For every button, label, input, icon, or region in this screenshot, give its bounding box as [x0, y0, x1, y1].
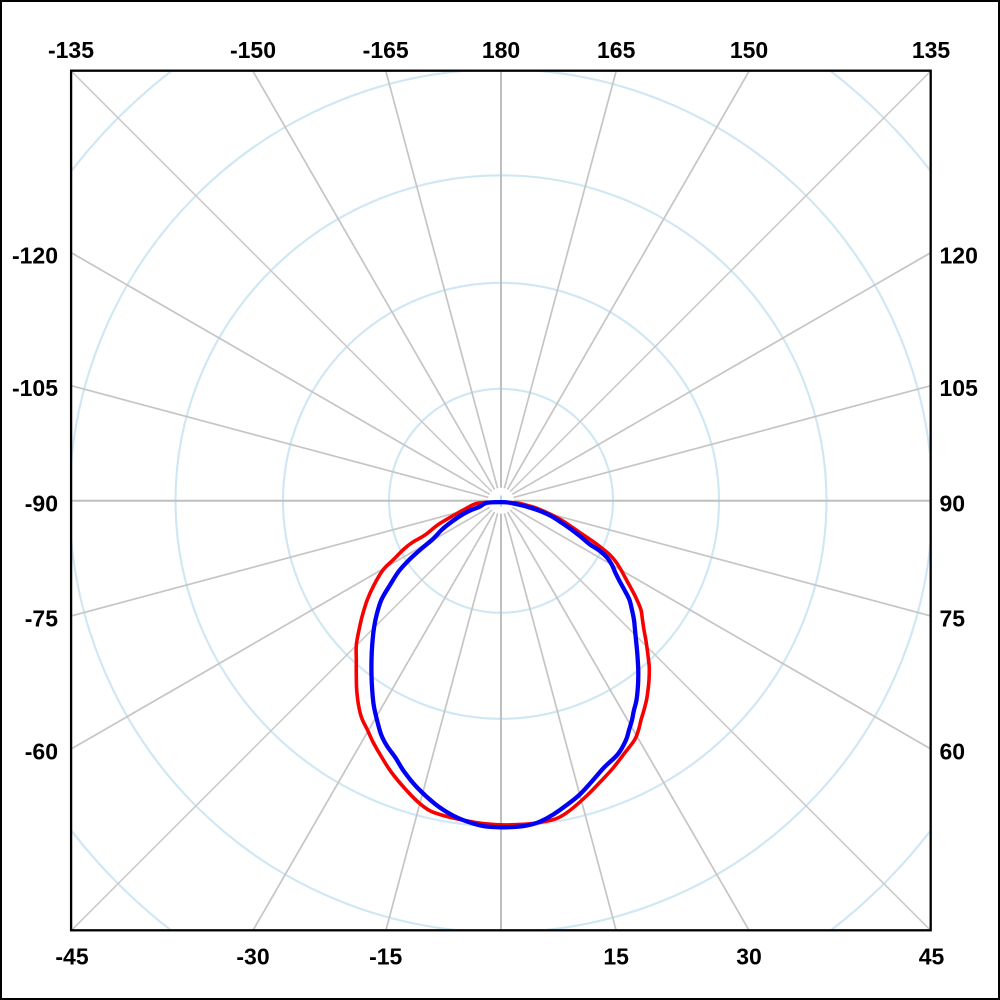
svg-text:-60: -60 — [25, 738, 58, 764]
svg-text:-45: -45 — [55, 944, 88, 970]
svg-text:-15: -15 — [369, 944, 402, 970]
svg-text:165: 165 — [597, 37, 636, 63]
svg-text:-165: -165 — [363, 37, 409, 63]
svg-text:60: 60 — [940, 738, 966, 764]
svg-text:75: 75 — [940, 605, 966, 631]
svg-text:-90: -90 — [25, 491, 58, 517]
svg-text:-135: -135 — [48, 37, 94, 63]
svg-text:150: 150 — [730, 37, 768, 63]
svg-text:45: 45 — [919, 944, 945, 970]
svg-text:180: 180 — [482, 37, 520, 63]
svg-text:120: 120 — [940, 242, 978, 268]
svg-text:30: 30 — [736, 944, 762, 970]
svg-text:105: 105 — [940, 375, 979, 401]
svg-text:90: 90 — [940, 491, 966, 517]
svg-text:-105: -105 — [12, 375, 58, 401]
svg-text:-150: -150 — [230, 37, 276, 63]
svg-text:-30: -30 — [236, 944, 269, 970]
svg-text:-120: -120 — [12, 242, 58, 268]
svg-text:135: 135 — [912, 37, 951, 63]
svg-text:-75: -75 — [25, 605, 58, 631]
svg-text:15: 15 — [603, 944, 629, 970]
